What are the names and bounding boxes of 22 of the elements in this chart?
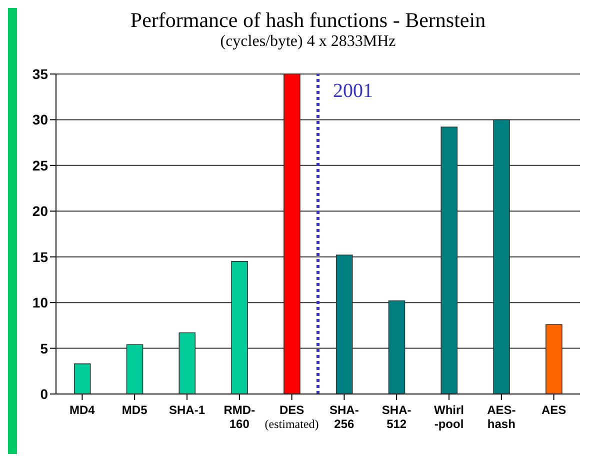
x-tick-label: MD4 [70,403,96,417]
y-tick-label: 10 [32,294,48,311]
x-tick-label: AES [541,403,566,417]
y-tick-label: 20 [32,203,48,220]
bar [74,363,91,394]
x-tick-label: RMD- 160 [224,403,256,431]
y-tick-label: 25 [32,157,48,174]
x-tick-label: SHA- 512 [382,403,412,431]
y-tick-label: 5 [40,340,48,356]
chart-subtitle: (cycles/byte) 4 x 2833MHz [219,32,397,52]
x-tick-label: SHA- 256 [330,403,359,431]
y-tick-label: 15 [32,248,48,265]
y-tick-label: 30 [32,112,48,128]
x-tick-label: SHA-1 [168,403,206,417]
chart-title: Performance of hash functions - Bernstein [129,8,487,32]
ref-line-label: 2001 [333,80,373,102]
x-tick-label: Whirl -pool [434,403,464,431]
x-tick-label: AES- hash [487,403,516,431]
y-tick-label: 0 [40,386,48,402]
x-tick-label: DES (estimated) [264,403,319,431]
x-tick-label: MD5 [122,403,148,417]
y-tick-label: 35 [32,66,48,82]
